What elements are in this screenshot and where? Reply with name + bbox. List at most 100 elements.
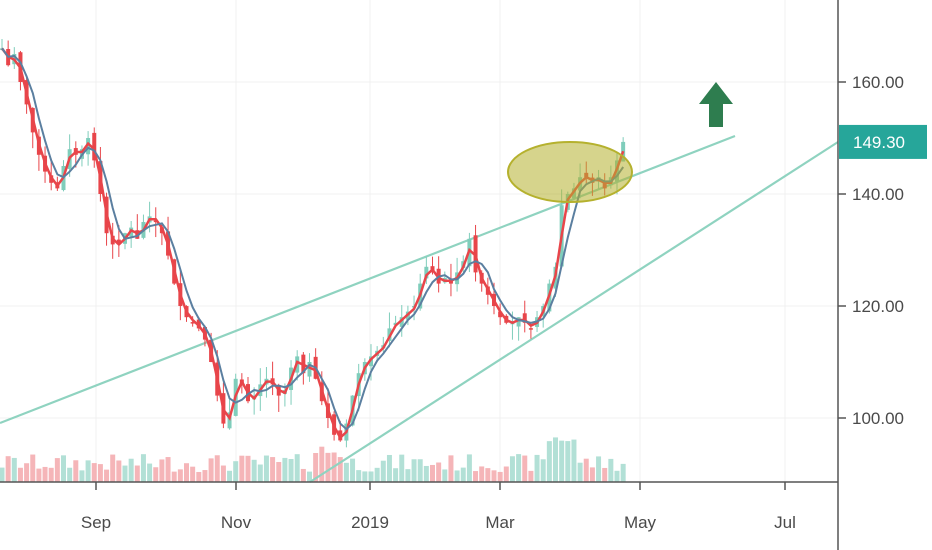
volume-bars	[0, 437, 626, 482]
x-tick-label: 2019	[351, 513, 389, 532]
volume-bar	[565, 441, 571, 482]
x-tick-label: Sep	[81, 513, 111, 532]
candle-body	[92, 132, 97, 161]
volume-bar	[596, 456, 602, 482]
volume-bar	[319, 446, 325, 482]
volume-bar	[442, 469, 448, 482]
volume-bar	[30, 454, 36, 482]
candle-body	[516, 317, 521, 327]
volume-bar	[553, 437, 558, 482]
volume-bar	[614, 470, 620, 482]
volume-bar	[411, 459, 417, 482]
volume-bar	[497, 471, 503, 482]
volume-bar	[177, 469, 183, 482]
volume-bar	[589, 467, 595, 482]
highlight-ellipse	[507, 141, 633, 203]
volume-bar	[294, 454, 300, 482]
x-tick-label: Nov	[221, 513, 252, 532]
volume-bar	[608, 458, 614, 482]
volume-bar	[577, 462, 583, 482]
volume-bar	[140, 454, 146, 482]
volume-bar	[343, 462, 349, 482]
candle-body	[307, 362, 312, 377]
trendlines	[0, 134, 839, 483]
volume-bar	[239, 455, 245, 482]
volume-bar	[79, 470, 85, 482]
volume-bar	[122, 465, 128, 482]
candle-body	[473, 235, 478, 273]
volume-bar	[36, 468, 42, 482]
volume-bar	[423, 465, 429, 482]
volume-bar	[522, 455, 528, 482]
volume-bar	[620, 463, 626, 482]
volume-bar	[466, 454, 472, 482]
volume-bar	[448, 455, 454, 482]
volume-bar	[405, 469, 411, 482]
volume-bar	[540, 459, 546, 482]
y-tick-label: 120.00	[852, 297, 904, 316]
volume-bar	[479, 466, 485, 482]
volume-bar	[153, 467, 159, 482]
volume-bar	[91, 463, 97, 482]
volume-bar	[24, 463, 30, 482]
volume-bar	[0, 467, 5, 482]
volume-bar	[227, 470, 233, 482]
candle-body	[522, 313, 527, 323]
volume-bar	[380, 460, 386, 482]
volume-bar	[245, 455, 251, 482]
volume-bar	[196, 471, 202, 482]
moving-average-fast-line	[0, 47, 625, 440]
volume-bar	[313, 452, 319, 482]
volume-bar	[571, 439, 577, 482]
volume-bar	[134, 465, 140, 482]
volume-bar	[97, 464, 103, 482]
volume-bar	[233, 461, 239, 482]
volume-bar	[534, 454, 540, 482]
x-tick-label: May	[624, 513, 657, 532]
volume-bar	[110, 454, 116, 482]
y-tick-label: 160.00	[852, 73, 904, 92]
volume-bar	[350, 458, 356, 482]
volume-bar	[473, 471, 479, 482]
candle-body	[86, 138, 91, 155]
volume-bar	[546, 441, 552, 482]
candle-body	[498, 311, 503, 318]
volume-bar	[307, 471, 312, 482]
volume-bar	[583, 458, 589, 482]
moving-average-slow-line	[1, 47, 625, 431]
x-tick-label: Mar	[485, 513, 515, 532]
candle-body	[424, 266, 429, 279]
volume-bar	[368, 471, 374, 482]
candle-body	[399, 317, 404, 327]
volume-bar	[184, 463, 189, 482]
candle-body	[153, 220, 158, 223]
volume-bar	[17, 467, 23, 482]
volume-bar	[48, 467, 54, 482]
volume-bar	[67, 467, 73, 482]
up-arrow-icon	[699, 82, 733, 127]
volume-bar	[393, 468, 399, 482]
volume-bar	[128, 458, 134, 482]
volume-bar	[436, 462, 442, 482]
volume-bar	[257, 464, 263, 482]
volume-bar	[5, 456, 11, 482]
volume-bar	[171, 471, 177, 482]
volume-bar	[85, 460, 91, 482]
candle-body	[116, 239, 121, 245]
volume-bar	[430, 464, 435, 482]
lower-trendline	[309, 141, 839, 483]
volume-bar	[61, 455, 66, 482]
volume-bar	[202, 470, 208, 482]
volume-bar	[399, 454, 405, 482]
y-tick-label: 100.00	[852, 409, 904, 428]
volume-bar	[282, 457, 288, 482]
volume-bar	[386, 454, 392, 482]
volume-bar	[288, 459, 294, 482]
volume-bar	[42, 466, 48, 482]
volume-bar	[190, 466, 196, 482]
volume-bar	[165, 457, 171, 482]
moving-averages	[0, 47, 625, 440]
volume-bar	[503, 466, 509, 482]
